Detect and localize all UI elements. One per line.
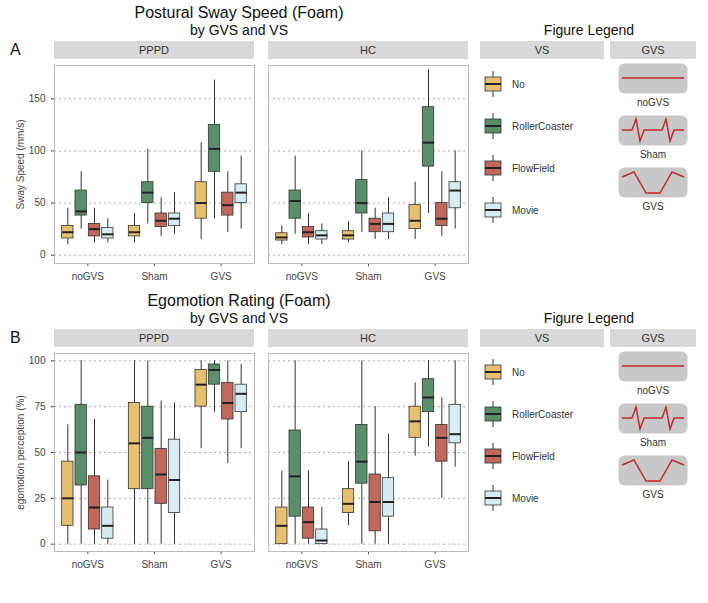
html-text:FlowField: FlowField (512, 450, 555, 462)
svg-text:noGVS: noGVS (286, 559, 319, 570)
svg-text:noGVS: noGVS (72, 559, 105, 570)
svg-text:GVS: GVS (425, 271, 446, 282)
svg-text:noGVS: noGVS (72, 271, 105, 282)
svg-text:noGVS: noGVS (286, 271, 319, 282)
svg-text:0: 0 (40, 249, 46, 260)
html-text:HC: HC (360, 332, 376, 344)
svg-text:50: 50 (34, 197, 46, 208)
svg-text:GVS: GVS (211, 559, 232, 570)
html-text:Sham: Sham (639, 149, 667, 160)
svg-text:75: 75 (34, 401, 46, 412)
html-text:by GVS and VS: by GVS and VS (190, 310, 288, 326)
svg-text:Sham: Sham (141, 271, 167, 282)
svg-text:50: 50 (34, 447, 46, 458)
html-text:B: B (10, 329, 21, 346)
html-text:PPPD: PPPD (139, 44, 169, 56)
html-text:VS: VS (534, 44, 550, 56)
html-text:HC: HC (360, 44, 376, 56)
html-text:GVS: GVS (641, 332, 665, 344)
html-text:Sham: Sham (639, 437, 667, 448)
svg-text:150: 150 (29, 93, 46, 104)
html-text:Figure Legend: Figure Legend (543, 22, 635, 38)
svg-text:0: 0 (40, 538, 46, 549)
svg-text:egomotion perception (%): egomotion perception (%) (15, 395, 26, 510)
html-text:RollerCoaster: RollerCoaster (512, 120, 574, 132)
html-text:Figure Legend: Figure Legend (543, 310, 635, 326)
html-text:FlowField: FlowField (512, 162, 555, 174)
svg-text:Sham: Sham (141, 559, 167, 570)
html-text:VS: VS (534, 332, 550, 344)
svg-text:GVS: GVS (211, 271, 232, 282)
html-text:No: No (512, 78, 525, 90)
html-text:A: A (10, 41, 21, 58)
html-text:Movie: Movie (512, 492, 539, 504)
svg-text:Sham: Sham (355, 559, 381, 570)
html-text:noGVS: noGVS (636, 385, 670, 396)
html-text:GVS: GVS (642, 489, 664, 500)
html-text:noGVS: noGVS (636, 97, 670, 108)
svg-text:GVS: GVS (425, 559, 446, 570)
svg-text:100: 100 (29, 145, 46, 156)
svg-text:25: 25 (34, 493, 46, 504)
html-text:Movie: Movie (512, 204, 539, 216)
svg-text:Sway Speed (mm/s): Sway Speed (mm/s) (15, 119, 26, 209)
html-text:Egomotion Rating (Foam): Egomotion Rating (Foam) (147, 292, 331, 309)
html-text:by GVS and VS: by GVS and VS (190, 22, 288, 38)
html-text:PPPD: PPPD (139, 332, 169, 344)
html-text:GVS: GVS (641, 44, 665, 56)
html-text:GVS: GVS (642, 201, 664, 212)
html-text:No: No (512, 366, 525, 378)
svg-text:Sham: Sham (355, 271, 381, 282)
html-text:Postural Sway Speed (Foam): Postural Sway Speed (Foam) (134, 4, 344, 21)
html-text:RollerCoaster: RollerCoaster (512, 408, 574, 420)
svg-text:100: 100 (29, 355, 46, 366)
